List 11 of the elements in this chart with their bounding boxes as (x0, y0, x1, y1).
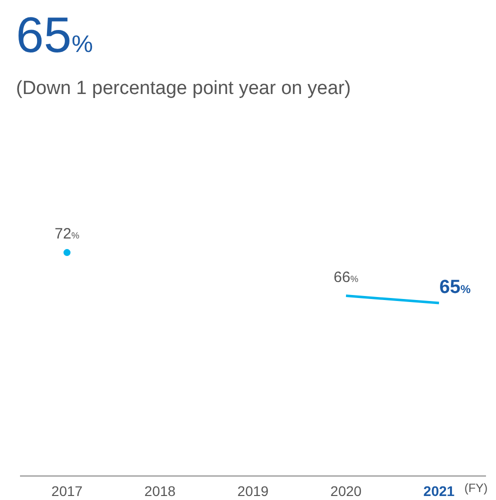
x-axis-title: (FY) (464, 481, 488, 495)
chart-title: 65% (16, 7, 93, 63)
x-tick-label: 2018 (144, 483, 176, 499)
data-label: 66% (334, 268, 358, 286)
chart-subtitle: (Down 1 percentage point year on year) (16, 78, 351, 100)
x-tick-label: 2017 (51, 483, 83, 499)
x-tick-label: 2021 (423, 483, 455, 499)
x-tick-label: 2019 (237, 483, 269, 499)
x-tick-label: 2020 (330, 483, 362, 499)
data-label: 72% (54, 226, 80, 243)
data-label: 65% (439, 277, 471, 298)
